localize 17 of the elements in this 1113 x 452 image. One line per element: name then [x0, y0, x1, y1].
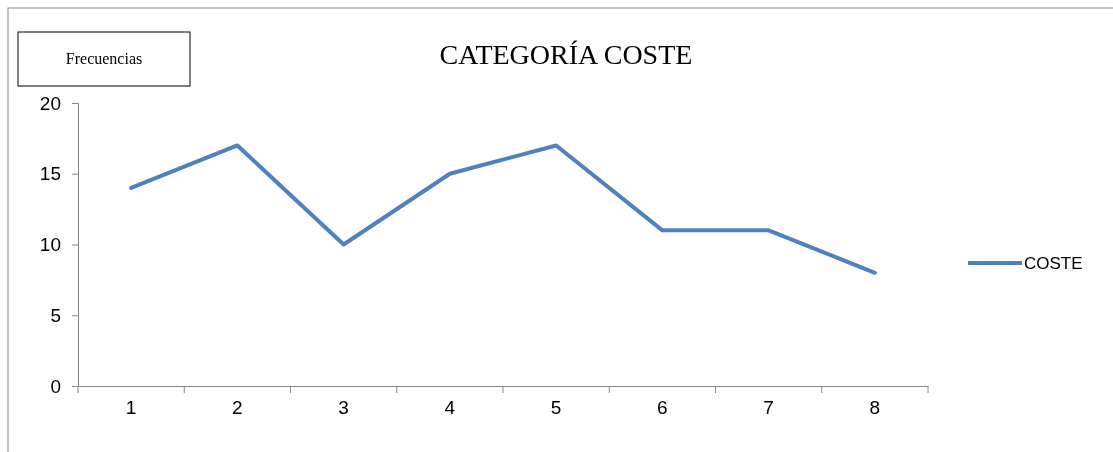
y-tick-label: 5: [50, 304, 61, 326]
line-series: [129, 143, 877, 275]
x-tick-label: 6: [657, 396, 668, 418]
y-tick-label: 10: [39, 234, 61, 256]
chart-title: CATEGORÍA COSTE: [439, 39, 693, 70]
x-tick-label: 1: [125, 396, 137, 418]
x-tick-label: 8: [869, 396, 881, 418]
y-tick-label: 0: [50, 375, 61, 397]
y-tick-label: 20: [39, 92, 61, 114]
y-tick-label: 15: [39, 163, 61, 185]
x-tick-label: 7: [763, 396, 774, 418]
x-tick-label: 4: [444, 396, 456, 418]
y-axis-title: Frecuencias: [65, 50, 143, 67]
x-tick-label: 3: [338, 396, 349, 418]
legend-label: COSTE: [1024, 254, 1083, 273]
x-tick-label: 5: [550, 396, 562, 418]
x-tick-label: 2: [232, 396, 243, 418]
